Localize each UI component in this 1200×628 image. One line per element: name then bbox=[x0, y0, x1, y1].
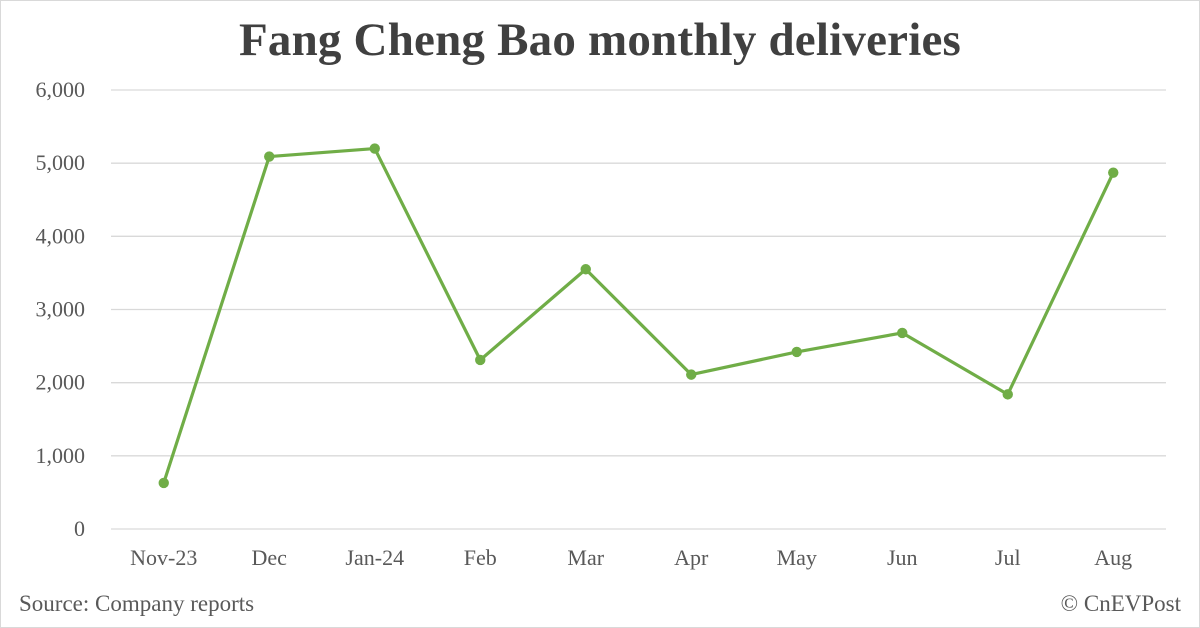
data-point bbox=[475, 354, 486, 366]
data-point bbox=[264, 151, 275, 162]
x-tick-label: Jun bbox=[887, 545, 918, 570]
x-tick-label: Feb bbox=[464, 545, 497, 570]
x-tick-label: Nov-23 bbox=[130, 545, 197, 570]
y-tick-label: 4,000 bbox=[36, 223, 86, 248]
y-tick-label: 1,000 bbox=[36, 443, 86, 468]
data-point bbox=[1108, 167, 1119, 178]
data-point bbox=[1002, 389, 1013, 400]
data-point bbox=[369, 143, 380, 154]
data-point bbox=[897, 327, 908, 339]
data-point bbox=[580, 264, 591, 275]
x-tick-label: Mar bbox=[567, 545, 604, 570]
y-tick-label: 0 bbox=[74, 516, 85, 541]
series-line bbox=[162, 146, 1115, 485]
y-axis-ticks: 0 1,000 2,000 3,000 4,000 5,000 6,000 bbox=[36, 77, 86, 541]
chart-title: Fang Cheng Bao monthly deliveries bbox=[238, 14, 962, 66]
x-tick-label: Jul bbox=[995, 545, 1021, 570]
data-point bbox=[158, 477, 169, 489]
source-note: Source: Company reports bbox=[19, 591, 255, 616]
data-point bbox=[686, 369, 697, 380]
series-group bbox=[158, 143, 1119, 489]
x-tick-label: Aug bbox=[1094, 545, 1132, 570]
x-tick-label: Dec bbox=[252, 545, 288, 570]
data-point bbox=[791, 346, 802, 358]
gridlines bbox=[111, 89, 1166, 530]
y-tick-label: 6,000 bbox=[36, 77, 86, 102]
x-axis-ticks: Nov-23 Dec Jan-24 Feb Mar Apr May Jun Jul Aug bbox=[130, 545, 1132, 570]
x-tick-label: May bbox=[777, 545, 817, 570]
y-tick-label: 2,000 bbox=[36, 370, 86, 395]
copyright-credit: © CnEVPost bbox=[1060, 591, 1181, 616]
y-tick-label: 5,000 bbox=[36, 150, 86, 175]
y-tick-label: 3,000 bbox=[36, 297, 86, 322]
x-tick-label: Apr bbox=[674, 545, 709, 570]
x-tick-label: Jan-24 bbox=[345, 545, 404, 570]
